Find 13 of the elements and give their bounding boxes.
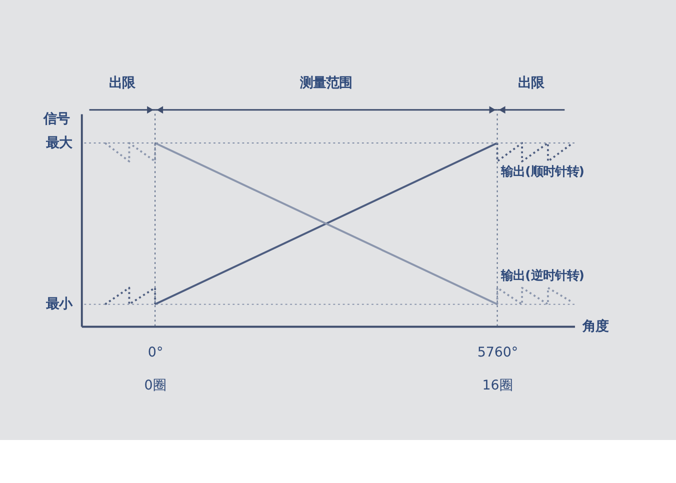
series-label: 输出(顺时针转) <box>500 164 584 179</box>
text: 测量范围 <box>299 76 352 91</box>
ref-line-label: 最小 <box>44 297 73 312</box>
text: 0圈 <box>144 378 166 394</box>
y-axis-title: 信号 <box>42 112 70 127</box>
text: 出限 <box>518 76 545 91</box>
text: 出限 <box>109 76 136 91</box>
x-tick-label: 5760° <box>477 345 518 360</box>
series-label: 输出(逆时针转) <box>500 267 584 282</box>
ref-line-label: 最大 <box>44 136 73 151</box>
text: 16圈 <box>482 378 512 394</box>
x-axis-title: 角度 <box>582 318 609 335</box>
x-tick-label: 0° <box>148 345 164 360</box>
